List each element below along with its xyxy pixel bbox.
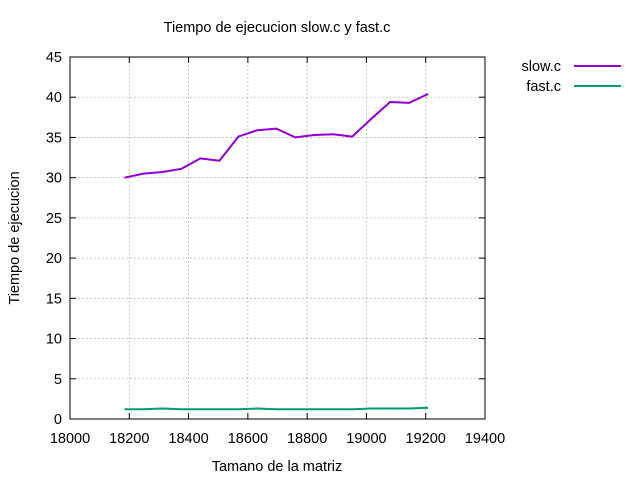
y-tick-label: 0 — [54, 412, 62, 428]
y-axis-label: Tiempo de ejecucion — [7, 171, 23, 304]
legend: slow.c fast.c — [522, 59, 621, 95]
y-tick-label: 20 — [46, 251, 62, 267]
x-tick-label: 18200 — [109, 431, 149, 447]
y-tick-label: 10 — [46, 332, 62, 348]
y-tick-label: 45 — [46, 50, 62, 66]
x-tick-label: 19000 — [346, 431, 386, 447]
y-tick-label: 25 — [46, 211, 62, 227]
plot-frame — [69, 56, 486, 420]
x-tick-label: 18800 — [287, 431, 327, 447]
series-line-slow-c — [124, 93, 429, 179]
legend-label-slow: slow.c — [522, 59, 562, 75]
x-tick-label: 19400 — [465, 431, 505, 447]
legend-label-fast: fast.c — [526, 79, 561, 95]
y-tick-label: 5 — [54, 372, 62, 388]
y-tick-label: 35 — [46, 130, 62, 146]
y-tick-label: 40 — [46, 90, 62, 106]
axis-ticks: 0 5 10 15 20 25 30 35 40 45 18000 18200 18400 18600 18… — [46, 50, 505, 447]
y-tick-label: 15 — [46, 291, 62, 307]
series-line-fast-c — [124, 406, 429, 411]
series-lines — [124, 93, 429, 411]
x-tick-label: 18400 — [168, 431, 208, 447]
chart-title: Tiempo de ejecucion slow.c y fast.c — [164, 20, 391, 36]
x-tick-label: 18000 — [50, 431, 90, 447]
y-tick-label: 30 — [46, 171, 62, 187]
grid — [70, 57, 485, 419]
x-tick-label: 18600 — [228, 431, 268, 447]
x-tick-label: 19200 — [406, 431, 446, 447]
x-axis-label: Tamano de la matriz — [212, 459, 343, 475]
